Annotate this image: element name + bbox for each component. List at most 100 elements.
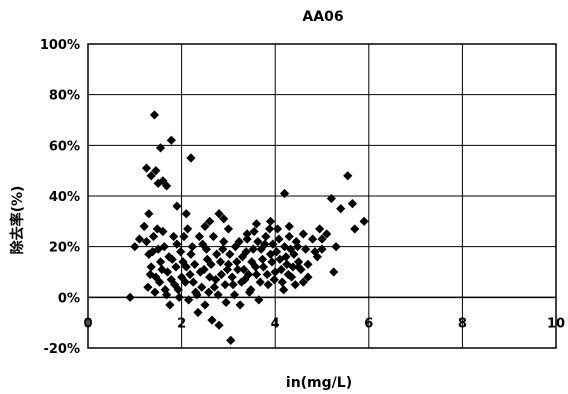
- data-point: [206, 259, 216, 269]
- data-point: [293, 242, 303, 252]
- y-tick-label: 80%: [49, 89, 80, 104]
- x-tick-label: 6: [364, 316, 373, 331]
- data-point: [243, 269, 254, 280]
- data-point: [267, 257, 277, 267]
- data-point: [248, 244, 258, 254]
- data-point: [219, 214, 229, 224]
- data-point: [289, 249, 299, 259]
- grid-lines: [88, 44, 556, 348]
- data-point: [251, 219, 262, 229]
- data-point: [151, 166, 161, 176]
- data-point: [162, 181, 172, 191]
- data-point: [141, 163, 152, 173]
- data-point: [232, 257, 242, 267]
- data-point: [265, 249, 276, 259]
- y-tick-label: 60%: [49, 139, 80, 154]
- data-point: [276, 264, 286, 275]
- data-point: [262, 269, 272, 280]
- data-point: [251, 269, 262, 280]
- data-point: [214, 320, 224, 330]
- y-tick-label: 20%: [49, 241, 80, 256]
- data-point: [350, 224, 360, 234]
- data-point: [242, 229, 252, 239]
- data-point: [308, 234, 318, 244]
- data-point: [144, 209, 154, 219]
- data-point: [294, 257, 304, 267]
- data-point: [223, 224, 233, 234]
- data-point: [264, 224, 275, 234]
- data-point: [201, 244, 212, 254]
- data-point: [268, 239, 278, 249]
- data-point: [241, 247, 251, 257]
- data-point: [283, 269, 293, 280]
- y-tick-labels: 100% 80% 60% 40% 20% 0% -20%: [40, 38, 80, 357]
- data-point: [229, 290, 240, 300]
- data-point: [282, 259, 292, 269]
- data-point: [183, 224, 193, 234]
- data-point: [290, 280, 300, 290]
- data-point: [303, 272, 313, 282]
- data-point: [221, 297, 231, 307]
- data-point: [207, 315, 217, 325]
- data-point: [254, 295, 264, 305]
- data-point: [141, 237, 152, 247]
- data-point: [226, 335, 236, 345]
- data-point: [359, 216, 369, 226]
- data-point: [253, 237, 263, 247]
- data-point: [193, 307, 203, 318]
- data-point: [326, 193, 336, 204]
- data-point: [186, 153, 196, 163]
- data-point: [172, 239, 182, 249]
- data-point: [164, 252, 174, 262]
- data-point: [336, 204, 346, 214]
- y-tick-label: 0%: [58, 291, 80, 306]
- data-point: [149, 110, 160, 120]
- data-point: [197, 282, 207, 292]
- data-point: [257, 254, 268, 264]
- data-point: [317, 244, 327, 254]
- data-point: [153, 178, 163, 188]
- data-point: [288, 262, 298, 272]
- data-point: [274, 234, 284, 244]
- data-point: [269, 275, 279, 285]
- data-point: [173, 285, 183, 295]
- data-point: [186, 249, 196, 259]
- data-point: [233, 264, 243, 275]
- x-axis-label: in(mg/L): [286, 375, 352, 391]
- data-point: [157, 264, 167, 275]
- data-point: [235, 300, 245, 310]
- data-point: [187, 242, 197, 252]
- data-point: [240, 275, 250, 285]
- data-point: [298, 277, 308, 287]
- data-point: [312, 252, 322, 262]
- data-point: [284, 221, 294, 231]
- data-point: [214, 209, 224, 219]
- data-point: [180, 277, 190, 287]
- y-tick-label: -20%: [43, 342, 80, 357]
- data-point: [303, 259, 313, 269]
- x-tick-labels: 0 2 4 6 8 10: [83, 316, 565, 331]
- data-point: [184, 295, 194, 305]
- data-point: [215, 257, 226, 267]
- data-point: [171, 262, 181, 272]
- chart-title: AA06: [302, 9, 343, 25]
- data-point: [188, 277, 198, 287]
- data-point: [147, 247, 158, 257]
- data-point: [143, 282, 153, 292]
- data-point: [247, 257, 257, 267]
- data-point: [255, 277, 265, 287]
- data-point: [258, 262, 269, 272]
- data-point: [185, 269, 195, 280]
- data-point: [315, 224, 325, 234]
- data-point: [249, 226, 259, 237]
- data-point: [178, 257, 188, 267]
- data-point: [223, 259, 233, 269]
- data-point: [155, 257, 166, 267]
- data-point: [176, 247, 186, 257]
- x-tick-label: 4: [271, 316, 280, 331]
- data-point: [272, 247, 282, 257]
- data-point: [219, 237, 229, 247]
- data-point: [279, 285, 289, 295]
- data-point: [272, 224, 283, 234]
- data-point: [148, 231, 159, 242]
